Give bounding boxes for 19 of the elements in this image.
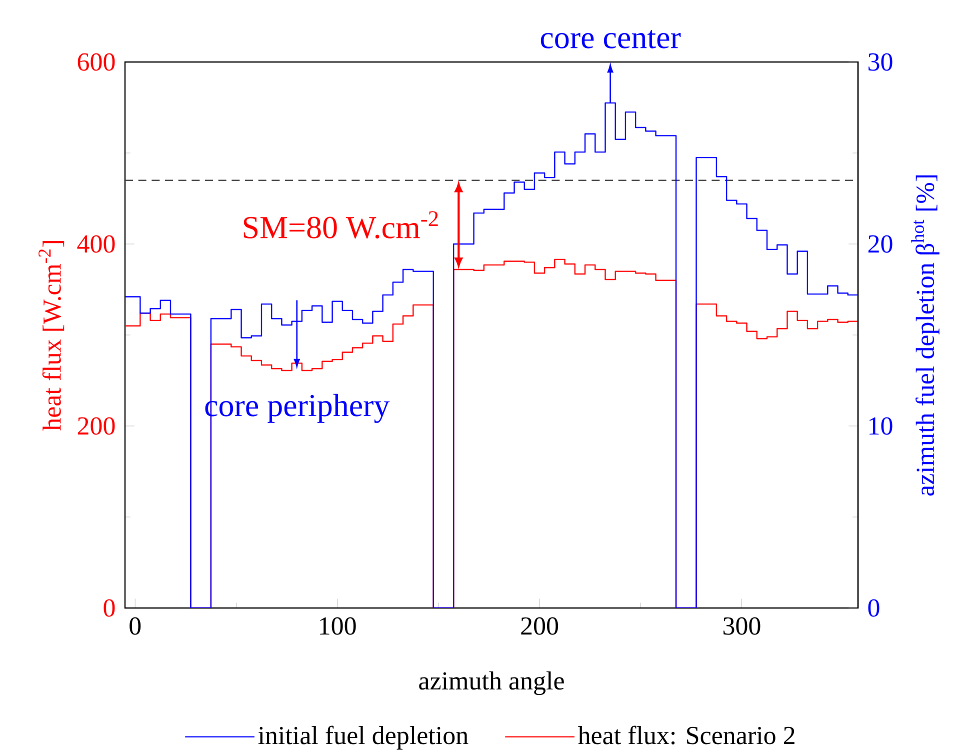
x-tick-label: 300 <box>723 617 760 635</box>
annotation: SM=80 W.cm$^{-2}$ <box>244 211 438 239</box>
y-tick-label: 400 <box>77 235 115 253</box>
x-tick-label: 0 <box>130 617 141 635</box>
x-tick-label: 200 <box>521 617 558 635</box>
y2-tick-label: 10 <box>870 417 892 435</box>
y-axis-title: heat flux [W.cm$^{-2}$] <box>38 241 64 431</box>
y-tick-label: 200 <box>78 417 115 435</box>
x-tick-label: 100 <box>320 617 356 635</box>
legend-label: heat flux: Scenario 2 <box>578 726 794 744</box>
y2-tick-label: 20 <box>868 235 892 253</box>
x-axis-title: azimuth angle <box>419 671 564 696</box>
y-tick-label: 0 <box>104 599 115 617</box>
y2-tick-label: 30 <box>868 53 892 71</box>
annotation: core center <box>540 30 681 48</box>
y-tick-label: 600 <box>78 53 115 71</box>
legend-label: initial fuel depletion <box>258 726 468 750</box>
y2-axis-title: azimuth fuel depletion β$^{hot}$ [%] <box>911 175 940 496</box>
y2-tick-label: 0 <box>868 599 880 617</box>
